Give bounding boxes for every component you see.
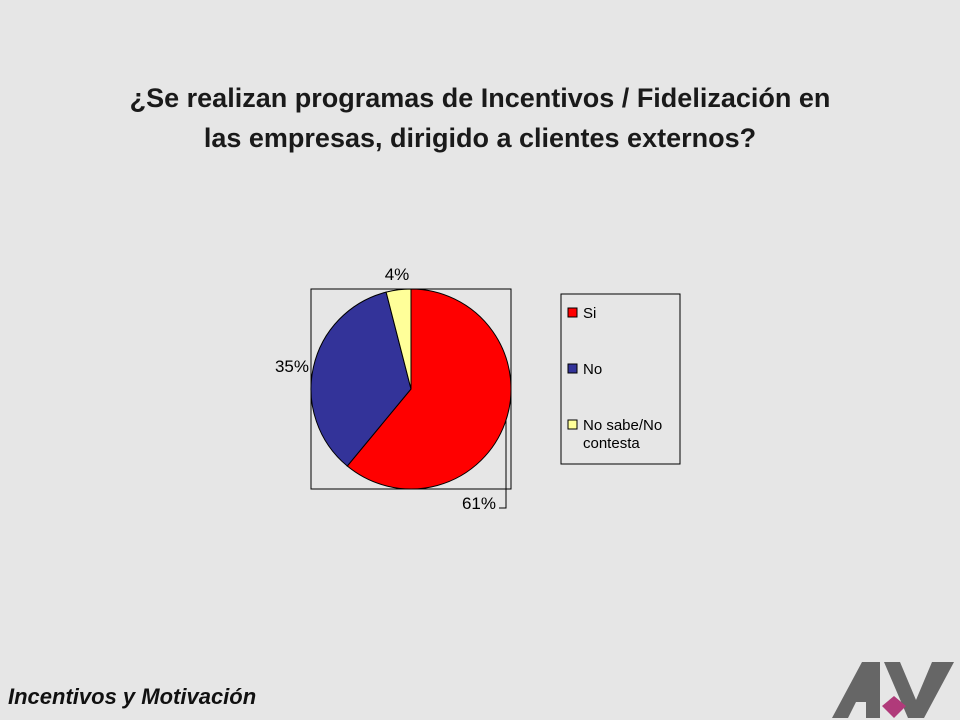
legend-swatch-2 [567,363,578,374]
chart-title-line-2: las empresas, dirigido a clientes extern… [203,123,757,153]
legend-label-1: Si [583,305,596,322]
footer-text: Incentivos y Motivación [8,684,257,709]
pie-slice-3 [385,288,412,390]
data-label-2: 35% [275,357,309,376]
legend-label-3: No sabe/No [583,417,662,434]
av-logo-icon [832,662,954,718]
data-label-3: 4% [385,265,410,284]
data-label-1: 61% [462,494,496,513]
legend-swatch-3 [567,419,578,430]
leader-line [499,420,507,509]
legend-swatch-1 [567,307,578,318]
chart-title: ¿Se realizan programas de Incentivos / F… [0,78,960,158]
legend [560,293,681,465]
pie-slice-2 [310,291,412,467]
pie-slice-1 [346,288,512,490]
legend-label-2: No [583,361,602,378]
chart-title-line-1: ¿Se realizan programas de Incentivos / F… [129,83,831,113]
legend-label-3-line-2: contesta [583,435,640,452]
